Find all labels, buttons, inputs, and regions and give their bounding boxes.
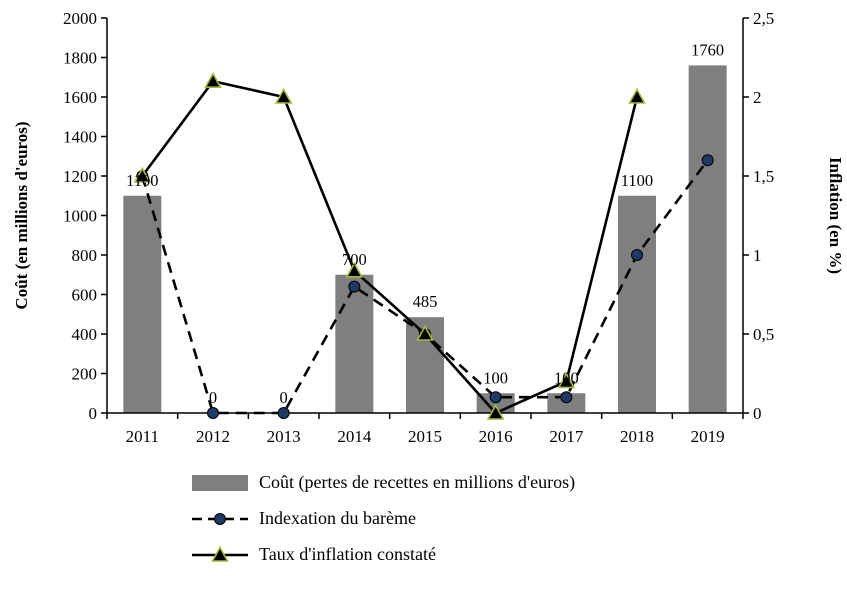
- combo-chart: 020040060080010001200140016001800200000,…: [12, 9, 845, 446]
- left-axis-tick: 1600: [63, 88, 97, 107]
- triangle-marker: [416, 324, 434, 341]
- line-series-1: [133, 72, 646, 420]
- bar-2019: [688, 65, 727, 414]
- x-axis-label: 2019: [691, 427, 725, 446]
- bar-value-label: 1100: [621, 171, 653, 190]
- left-axis-tick: 1400: [63, 128, 97, 147]
- legend-item-inflation: Taux d'inflation constaté: [192, 543, 847, 566]
- legend-item-cost: Coût (pertes de recettes en millions d'e…: [192, 471, 847, 494]
- bar-value-label: 100: [483, 368, 508, 387]
- x-axis-label: 2011: [126, 427, 159, 446]
- right-axis-tick: 1,5: [753, 167, 774, 186]
- left-axis-tick: 1800: [63, 49, 97, 68]
- circle-marker: [631, 249, 643, 261]
- right-axis-title: Inflation (en %): [826, 157, 845, 274]
- circle-marker: [701, 154, 714, 167]
- x-axis-label: 2017: [549, 427, 584, 446]
- legend-label-indexation: Indexation du barème: [259, 508, 416, 528]
- left-axis-tick: 2000: [63, 9, 97, 28]
- x-axis-label: 2018: [620, 427, 654, 446]
- bar-value-label: 0: [209, 388, 217, 407]
- bar-2018: [618, 195, 656, 413]
- bar-value-label: 1100: [126, 171, 158, 190]
- circle-marker: [560, 391, 573, 404]
- right-axis-tick: 2,5: [753, 9, 774, 28]
- bar-value-label: 1760: [691, 40, 724, 59]
- x-axis-label: 2013: [267, 427, 301, 446]
- left-axis-title: Coût (en millions d'euros): [12, 121, 31, 309]
- legend-swatch-solid-triangle: [192, 545, 248, 562]
- triangle-marker: [133, 166, 152, 183]
- x-axis-label: 2012: [196, 427, 230, 446]
- left-axis-tick: 0: [89, 404, 98, 423]
- chart-legend: Coût (pertes de recettes en millions d'e…: [192, 471, 847, 566]
- bar-data-labels: 1100 0 0 700 485 100 100 1100 1760: [126, 40, 724, 407]
- circle-marker: [277, 407, 290, 419]
- triangle-marker: [628, 87, 646, 104]
- left-axis-tick: 400: [72, 325, 98, 344]
- triangle-marker: [345, 261, 364, 278]
- bar-value-label: 100: [554, 368, 579, 387]
- right-axis-tick: 1: [753, 246, 762, 265]
- left-axis-tick: 800: [72, 246, 98, 265]
- left-axis-tick: 600: [72, 286, 98, 305]
- circle-marker: [348, 280, 361, 293]
- x-axis-label: 2016: [479, 427, 513, 446]
- bar-value-label: 700: [342, 250, 367, 269]
- right-axis-tick: 0: [753, 404, 762, 423]
- right-axis-tick: 0,5: [753, 325, 774, 344]
- axes: 020040060080010001200140016001800200000,…: [63, 9, 774, 446]
- bar-series: [123, 65, 727, 414]
- left-axis-tick: 1200: [63, 167, 97, 186]
- x-axis-label: 2014: [337, 427, 372, 446]
- circle-marker: [207, 407, 219, 419]
- legend-label-cost: Coût (pertes de recettes en millions d'e…: [259, 472, 576, 492]
- bar-value-label: 485: [413, 292, 438, 311]
- bar-2011: [123, 195, 162, 413]
- triangle-marker: [557, 372, 576, 389]
- bar-2014: [335, 274, 374, 413]
- circle-marker: [489, 391, 502, 404]
- legend-item-indexation: Indexation du barème: [192, 507, 847, 530]
- triangle-marker: [204, 72, 222, 88]
- left-axis-tick: 1000: [63, 207, 97, 226]
- triangle-marker: [486, 403, 505, 420]
- x-axis-label: 2015: [408, 427, 442, 446]
- bar-value-label: 0: [280, 388, 288, 407]
- triangle-marker: [274, 87, 293, 104]
- legend-swatch-dashed-circle: [192, 512, 248, 525]
- right-axis-tick: 2: [753, 88, 762, 107]
- legend-swatch-bar: [192, 474, 248, 491]
- legend-label-inflation: Taux d'inflation constaté: [259, 544, 436, 564]
- left-axis-tick: 200: [72, 365, 98, 384]
